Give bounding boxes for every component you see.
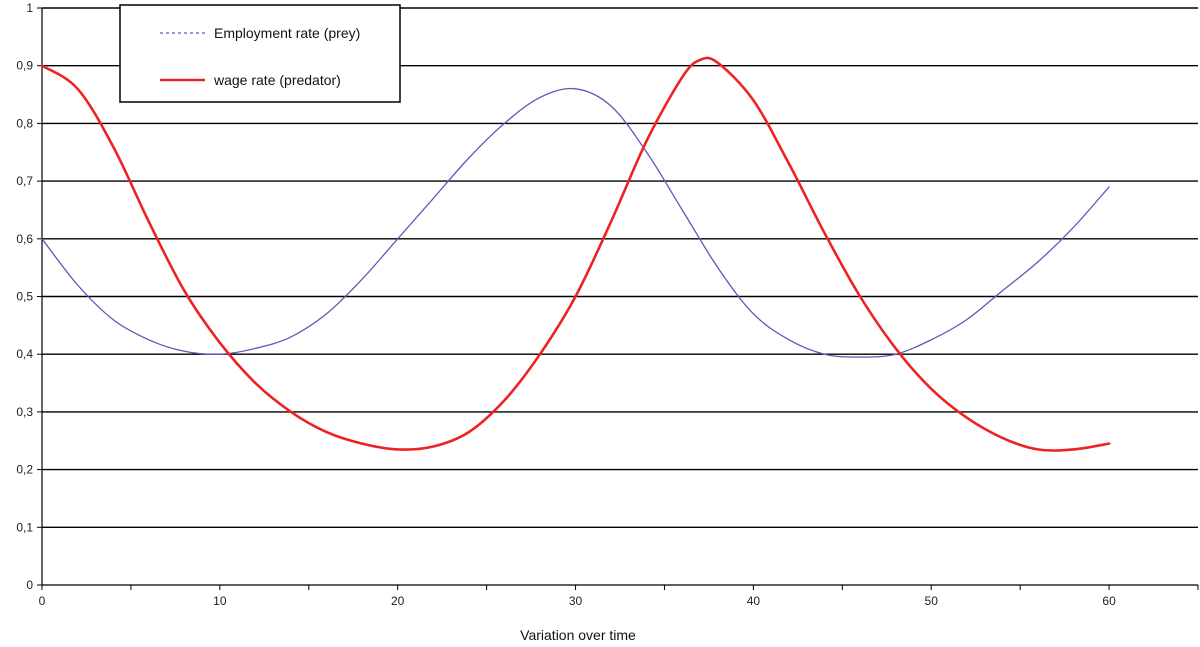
legend-box <box>119 4 401 103</box>
x-tick-label-1: 10 <box>213 594 227 608</box>
x-tick-label-3: 30 <box>569 594 583 608</box>
series-layer <box>40 56 1111 452</box>
y-tick-label-0: 0 <box>26 578 33 592</box>
y-tick-label-5: 0,5 <box>16 290 33 304</box>
y-tick-label-2: 0,2 <box>16 463 33 477</box>
gridlines <box>42 7 1198 528</box>
y-tick-label-7: 0,7 <box>16 174 33 188</box>
y-tick-label-1: 0,1 <box>16 520 33 534</box>
x-tick-label-4: 40 <box>747 594 761 608</box>
legend-label-employment: Employment rate (prey) <box>214 25 360 41</box>
x-axis-title: Variation over time <box>520 627 636 643</box>
x-tick-label-2: 20 <box>391 594 405 608</box>
x-tick-label-6: 60 <box>1102 594 1116 608</box>
legend: Employment rate (prey) wage rate (predat… <box>119 4 401 103</box>
axes <box>37 7 1199 590</box>
legend-label-wage: wage rate (predator) <box>213 72 341 88</box>
y-tick-label-8: 0,8 <box>16 116 33 130</box>
y-tick-label-10: 1 <box>26 1 33 15</box>
y-tick-label-6: 0,6 <box>16 232 33 246</box>
y-tick-label-3: 0,3 <box>16 405 33 419</box>
y-tick-label-9: 0,9 <box>16 59 33 73</box>
y-tick-label-4: 0,4 <box>16 347 33 361</box>
x-tick-label-5: 50 <box>925 594 939 608</box>
tick-labels: 00,10,20,30,40,50,60,70,80,910 10 20 30 40 50… <box>16 1 1116 608</box>
series-line-1 <box>40 56 1111 452</box>
x-tick-label-0: 0 <box>39 594 46 608</box>
series-line-0 <box>41 87 1110 358</box>
